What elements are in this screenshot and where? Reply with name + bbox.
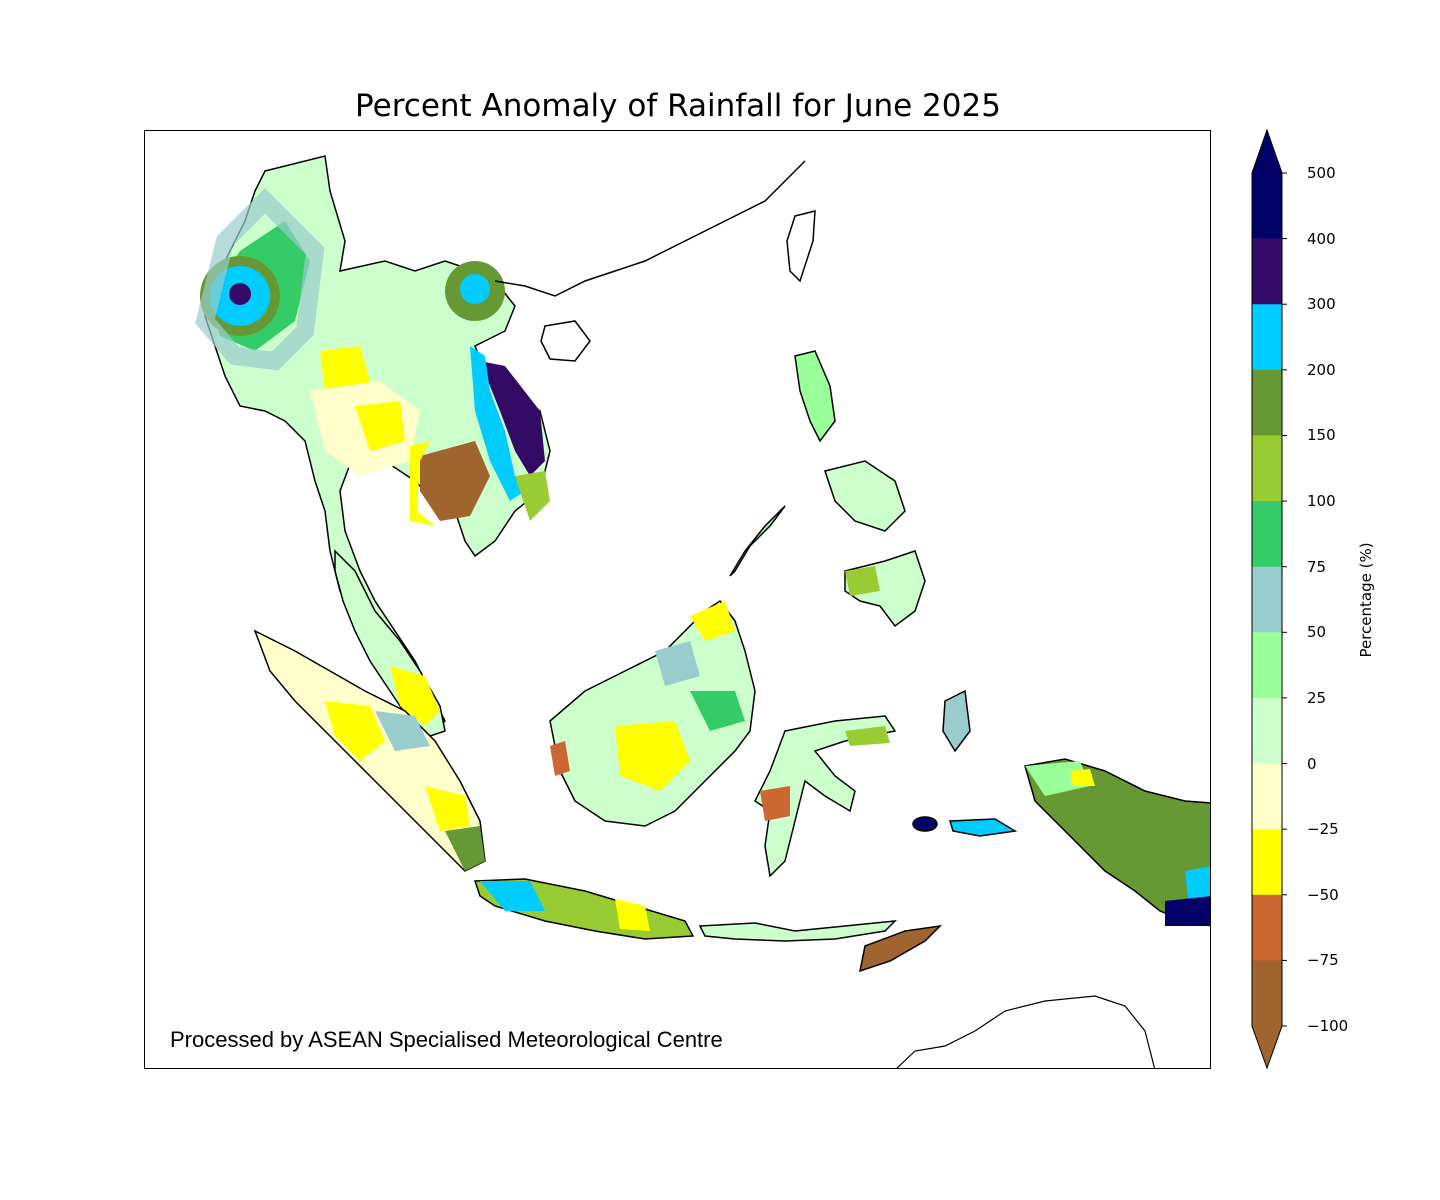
colorbar-extend-top <box>1252 130 1282 173</box>
colorbar-bin <box>1252 566 1282 633</box>
new-guinea-yellow <box>1070 769 1095 786</box>
lesser-sunda <box>698 920 898 942</box>
sulawesi-olive <box>845 726 890 746</box>
colorbar-tick-label: 150 <box>1307 426 1336 445</box>
java-yellow <box>615 899 650 931</box>
colorbar-tick-label: −100 <box>1307 1017 1349 1035</box>
colorbar-bin <box>1252 238 1282 305</box>
sulawesi-brown <box>760 786 790 821</box>
hainan <box>540 320 591 362</box>
thailand-yellow-blob-2 <box>355 401 405 451</box>
seram-island <box>949 818 1018 837</box>
borneo-yellow-ne <box>690 601 735 641</box>
colorbar-tick-label: −75 <box>1307 951 1339 970</box>
timor <box>859 924 943 973</box>
colorbar-bin <box>1252 304 1282 371</box>
colorbar-tick-label: 75 <box>1307 557 1327 576</box>
palawan <box>729 505 786 577</box>
australia-north <box>896 995 1156 1068</box>
java-cyan <box>480 881 545 911</box>
sumatra-olive-end <box>445 826 485 871</box>
colorbar-bin <box>1252 697 1282 765</box>
sumatra-yellow-2 <box>425 786 470 831</box>
new-guinea-navy <box>1165 896 1210 926</box>
colorbar-bin <box>1252 632 1282 699</box>
north-vietnam-cyan <box>460 274 490 304</box>
colorbar-bin <box>1252 435 1282 502</box>
borneo-green <box>690 691 745 731</box>
buru-island <box>912 816 938 832</box>
china-coast <box>494 160 806 297</box>
colorbar-bin <box>1252 894 1282 961</box>
myanmar-teal-band <box>195 188 325 371</box>
taiwan <box>786 210 816 283</box>
colorbar-bin <box>1252 369 1282 436</box>
colorbar-bin <box>1252 763 1282 830</box>
cambodia-brown-blob <box>420 441 490 521</box>
colorbar-tick-label: 300 <box>1307 295 1336 314</box>
mindanao-olive <box>845 566 880 596</box>
luzon <box>794 350 836 443</box>
colorbar-tick-label: 50 <box>1307 623 1327 642</box>
rainfall-anomaly-map <box>195 155 1210 1068</box>
halmahera <box>942 689 971 753</box>
sumatra-teal <box>375 711 430 751</box>
new-guinea-green <box>1025 761 1090 796</box>
colorbar-bin <box>1252 501 1282 568</box>
colorbar-label: Percentage (%) <box>1357 542 1375 658</box>
map-panel: Processed by ASEAN Specialised Meteorolo… <box>144 130 1211 1069</box>
colorbar-extend-bottom <box>1252 1026 1282 1068</box>
colorbar-tick-label: 200 <box>1307 360 1336 379</box>
map-title: Percent Anomaly of Rainfall for June 202… <box>355 88 1001 124</box>
colorbar-tick-label: −50 <box>1307 885 1339 904</box>
colorbar-tick-label: 25 <box>1307 688 1327 707</box>
borneo-teal <box>655 641 700 686</box>
borneo-brown-w <box>550 741 570 776</box>
colorbar <box>1251 128 1287 1070</box>
colorbar-bin <box>1252 960 1282 1027</box>
borneo-yellow-center <box>615 721 690 791</box>
vietnam-olive-strip <box>515 471 550 521</box>
cambodia-yellow-ring <box>410 441 435 526</box>
colorbar-bin <box>1252 829 1282 896</box>
colorbar-tick-label: 500 <box>1307 164 1336 182</box>
colorbar-tick-label: 400 <box>1307 229 1336 248</box>
colorbar-bin <box>1252 173 1282 240</box>
colorbar-tick-label: −25 <box>1307 820 1339 839</box>
colorbar-tick-label: 100 <box>1307 492 1336 511</box>
visayas <box>824 460 906 532</box>
myanmar-purple-core <box>229 283 251 305</box>
sumatra-yellow-1 <box>325 701 385 761</box>
vietnam-cyan-strip <box>470 346 525 501</box>
peninsula-yellow <box>390 666 440 726</box>
vietnam-purple-blob <box>480 361 545 476</box>
colorbar-tick-label: 0 <box>1307 754 1317 773</box>
credit-text: Processed by ASEAN Specialised Meteorolo… <box>170 1027 723 1052</box>
